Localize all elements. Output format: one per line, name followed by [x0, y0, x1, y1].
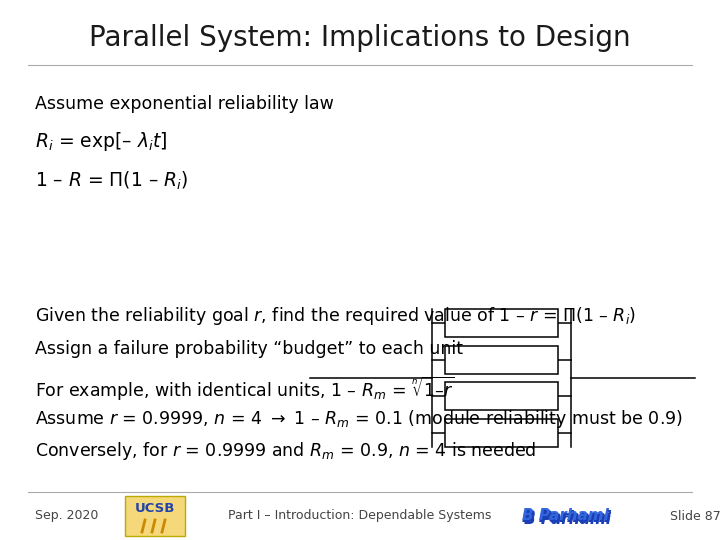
Text: For example, with identical units, 1 – $R_m$ = $\sqrt[n]{1 – r}$: For example, with identical units, 1 – $… [35, 375, 455, 403]
Text: $R_i$ = exp[– $\lambda_i t$]: $R_i$ = exp[– $\lambda_i t$] [35, 130, 168, 153]
Bar [445, 419, 558, 447]
Text: UCSB: UCSB [135, 503, 175, 516]
Text: Given the reliability goal $r$, find the required value of 1 – $r$ = $\Pi$(1 – $: Given the reliability goal $r$, find the… [35, 305, 636, 327]
Bar [445, 346, 558, 374]
Text: B Parhami: B Parhami [523, 510, 611, 525]
Text: B Parhami: B Parhami [523, 510, 610, 524]
Text: Assign a failure probability “budget” to each unit: Assign a failure probability “budget” to… [35, 340, 463, 358]
Bar [445, 382, 558, 410]
Text: Assume $r$ = 0.9999, $n$ = 4 $\rightarrow$ 1 – $R_m$ = 0.1 (module reliability m: Assume $r$ = 0.9999, $n$ = 4 $\rightarro… [35, 408, 683, 430]
Bar [445, 309, 558, 337]
Text: Part I – Introduction: Dependable Systems: Part I – Introduction: Dependable System… [228, 510, 492, 523]
Text: Conversely, for $r$ = 0.9999 and $R_m$ = 0.9, $n$ = 4 is needed: Conversely, for $r$ = 0.9999 and $R_m$ =… [35, 440, 536, 462]
Bar [125, 496, 185, 536]
Text: Slide 87: Slide 87 [670, 510, 720, 523]
Text: Parallel System: Implications to Design: Parallel System: Implications to Design [89, 24, 631, 52]
Text: Sep. 2020: Sep. 2020 [35, 510, 99, 523]
Text: B Parhami: B Parhami [521, 509, 608, 523]
Text: Assume exponential reliability law: Assume exponential reliability law [35, 95, 334, 113]
Text: 1 – $R$ = $\Pi$(1 – $R_i$): 1 – $R$ = $\Pi$(1 – $R_i$) [35, 170, 189, 192]
Text: B Parhami: B Parhami [524, 511, 611, 526]
